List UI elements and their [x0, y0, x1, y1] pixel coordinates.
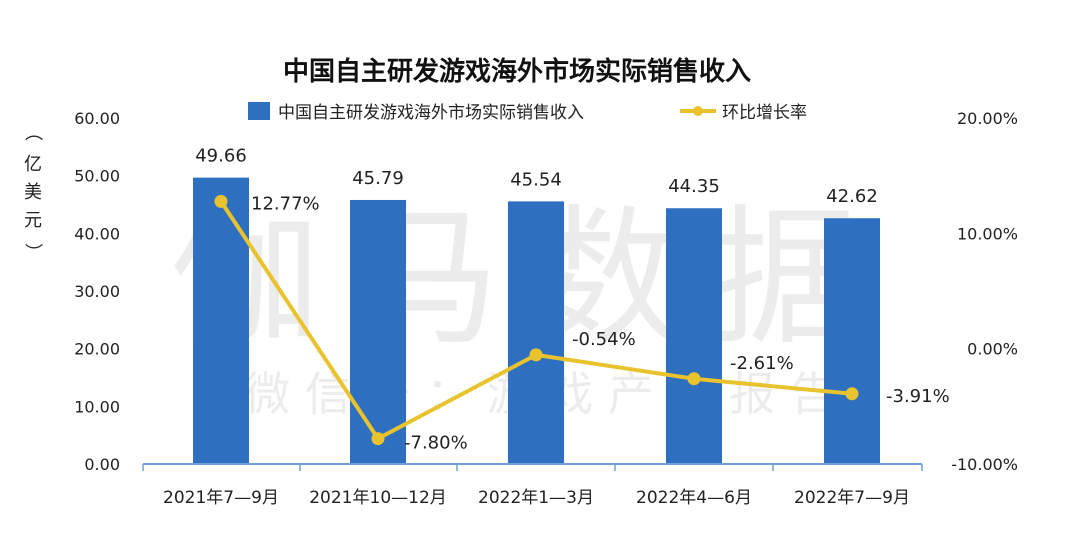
bar — [350, 199, 406, 464]
y-tick-label: 0.00 — [84, 455, 120, 474]
legend-line-label: 环比增长率 — [722, 103, 807, 123]
x-tick-label: 2022年7—9月 — [794, 488, 910, 508]
x-axis-ticks: 2021年7—9月 2021年10—12月 2022年1—3月 2022年4—6月 20… — [142, 464, 923, 508]
bar — [666, 208, 722, 464]
y2-tick-label: 20.00% — [957, 109, 1018, 128]
bar-value-label: 42.62 — [826, 186, 878, 207]
growth-rate-label: -2.61% — [730, 353, 794, 374]
x-tick-label: 2021年10—12月 — [309, 488, 447, 508]
left-axis-ticks: 0.00 10.00 20.00 30.00 40.00 50.00 60.00 — [74, 109, 120, 474]
bar-value-labels: 49.66 45.79 45.54 44.35 42.62 — [195, 146, 878, 208]
bar — [824, 218, 880, 464]
growth-rate-line — [214, 194, 859, 446]
y-axis-label-char: （ — [22, 123, 43, 141]
y-tick-label: 60.00 — [74, 109, 120, 128]
growth-rate-label: -3.91% — [886, 386, 950, 407]
y-tick-label: 40.00 — [74, 224, 120, 243]
bar-value-label: 49.66 — [195, 146, 247, 167]
y-axis-label: （ 亿 美 元 ） — [22, 123, 43, 261]
growth-rate-label: -0.54% — [572, 329, 636, 350]
legend: 中国自主研发游戏海外市场实际销售收入 环比增长率 — [248, 102, 807, 123]
growth-rate-point — [687, 372, 701, 386]
bars — [193, 177, 880, 465]
bar-value-label: 45.54 — [510, 169, 562, 190]
y2-tick-label: 0.00% — [967, 340, 1018, 359]
legend-bar-swatch — [248, 102, 270, 120]
y-axis-label-char: 亿 — [24, 154, 42, 175]
bar — [193, 177, 249, 465]
growth-rate-label: -7.80% — [404, 433, 468, 454]
growth-rate-point — [529, 348, 543, 362]
y2-tick-label: 10.00% — [957, 224, 1018, 243]
x-tick-label: 2022年1—3月 — [478, 488, 594, 508]
legend-bar-label: 中国自主研发游戏海外市场实际销售收入 — [278, 103, 584, 123]
growth-rate-point — [845, 387, 859, 401]
y2-tick-label: -10.00% — [951, 455, 1018, 474]
chart-title: 中国自主研发游戏海外市场实际销售收入 — [283, 56, 751, 87]
bar-value-label: 44.35 — [668, 176, 720, 197]
right-axis-ticks: -10.00% 0.00% 10.00% 20.00% — [951, 109, 1018, 474]
y-axis-label-char: 美 — [24, 182, 42, 203]
y-tick-label: 10.00 — [74, 397, 120, 416]
y-tick-label: 20.00 — [74, 340, 120, 359]
growth-rate-point — [371, 432, 385, 446]
growth-rate-label: 12.77% — [251, 193, 320, 214]
x-tick-label: 2021年7—9月 — [163, 488, 279, 508]
bar — [508, 201, 564, 465]
y-axis-label-char: ） — [22, 243, 43, 261]
y-tick-label: 50.00 — [74, 167, 120, 186]
bar-value-label: 45.79 — [352, 168, 404, 189]
legend-line-marker — [693, 106, 703, 116]
y-axis-label-char: 元 — [24, 210, 42, 231]
growth-rate-point — [214, 194, 228, 208]
growth-rate-labels: 12.77% -7.80% -0.54% -2.61% -3.91% — [251, 193, 950, 453]
y-tick-label: 30.00 — [74, 282, 120, 301]
x-tick-label: 2022年4—6月 — [636, 488, 752, 508]
